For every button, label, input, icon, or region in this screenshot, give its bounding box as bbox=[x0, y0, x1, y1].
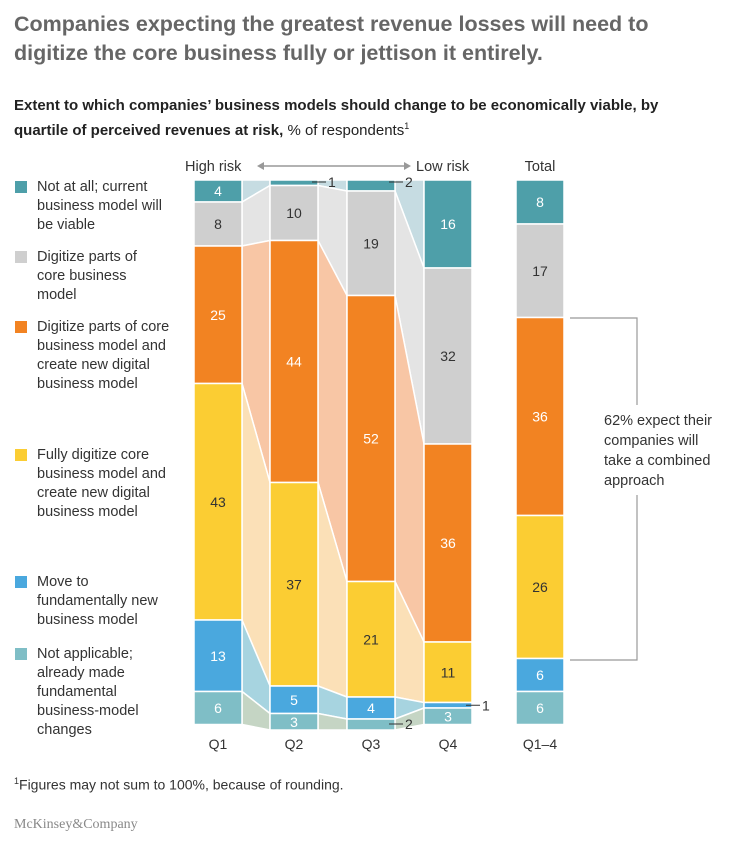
data-label: 52 bbox=[363, 431, 379, 447]
legend-label: Digitize parts of core business model bbox=[37, 249, 137, 303]
data-label: 16 bbox=[440, 216, 456, 232]
data-label: 4 bbox=[367, 700, 375, 716]
annotation-text: take a combined bbox=[604, 453, 710, 469]
footnote: 1Figures may not sum to 100%, because of… bbox=[14, 776, 344, 793]
x-tick-label: Q1 bbox=[209, 736, 228, 752]
bar-segment bbox=[269, 481, 319, 687]
low-risk-label: Low risk bbox=[416, 159, 470, 175]
arrow-left-icon bbox=[257, 162, 264, 170]
legend-item: Digitize parts of core business model an… bbox=[15, 318, 177, 394]
bar-segment bbox=[515, 690, 565, 726]
annotation-text: 62% expect their bbox=[604, 413, 712, 429]
legend-swatch bbox=[15, 576, 27, 588]
data-label: 8 bbox=[214, 216, 222, 232]
bar-segment bbox=[346, 718, 396, 731]
bar-segment bbox=[423, 707, 473, 726]
bar-segment bbox=[515, 316, 565, 517]
data-label: 26 bbox=[532, 579, 548, 595]
data-label: 8 bbox=[536, 194, 544, 210]
data-label: 10 bbox=[286, 205, 302, 221]
data-label: 32 bbox=[440, 348, 456, 364]
footnote-text: Figures may not sum to 100%, because of … bbox=[19, 776, 344, 793]
high-risk-label: High risk bbox=[185, 159, 242, 175]
data-label: 25 bbox=[210, 307, 226, 323]
x-tick-label: Q1–4 bbox=[523, 736, 557, 752]
legend-label: Fully digitize core business model and c… bbox=[37, 447, 166, 520]
legend-item: Move to fundamentally new business model bbox=[15, 573, 167, 630]
bar-segment bbox=[515, 657, 565, 693]
data-label: 1 bbox=[328, 174, 336, 190]
data-label: 2 bbox=[405, 174, 413, 190]
data-label: 5 bbox=[290, 692, 298, 708]
subtitle-footnote-mark: 1 bbox=[404, 121, 410, 131]
bar-segment bbox=[423, 701, 473, 709]
annotation-text: companies will bbox=[604, 433, 698, 449]
data-label: 17 bbox=[532, 263, 548, 279]
legend-swatch bbox=[15, 648, 27, 660]
x-tick-label: Q2 bbox=[285, 736, 304, 752]
chart-subtitle: Extent to which companies’ business mode… bbox=[14, 96, 714, 141]
annotation-bg bbox=[595, 405, 715, 495]
bar-segment bbox=[269, 685, 319, 715]
logo: McKinsey&Company bbox=[14, 817, 138, 832]
data-label: 43 bbox=[210, 494, 226, 510]
bar-segment bbox=[346, 179, 396, 192]
data-label: 3 bbox=[290, 714, 298, 730]
data-label: 21 bbox=[363, 631, 379, 647]
data-label: 2 bbox=[405, 716, 413, 732]
bar-segment bbox=[269, 239, 319, 484]
legend-label: Digitize parts of core business model an… bbox=[37, 319, 170, 392]
legend-label: Not at all; current business model will … bbox=[37, 179, 162, 233]
bar-segment bbox=[423, 641, 473, 704]
bar-segment bbox=[346, 294, 396, 583]
legend-swatch bbox=[15, 251, 27, 263]
legend-item: Fully digitize core business model and c… bbox=[15, 446, 177, 522]
data-label: 3 bbox=[444, 708, 452, 724]
data-label: 1 bbox=[482, 697, 490, 713]
bar-segment bbox=[423, 179, 473, 269]
bar-segment bbox=[193, 382, 243, 621]
bar-segment bbox=[515, 514, 565, 660]
bar-segment bbox=[193, 245, 243, 385]
legend-label: Move to fundamentally new business model bbox=[37, 574, 158, 628]
legend-label: Not applicable; already made fundamental… bbox=[37, 646, 139, 738]
data-label: 6 bbox=[536, 667, 544, 683]
data-label: 44 bbox=[286, 354, 302, 370]
legend-swatch bbox=[15, 449, 27, 461]
legend-swatch bbox=[15, 181, 27, 193]
x-tick-label: Q3 bbox=[362, 736, 381, 752]
subtitle-unit: % of respondents bbox=[283, 122, 405, 139]
data-label: 37 bbox=[286, 576, 302, 592]
bar-segment bbox=[269, 712, 319, 731]
bar-segment bbox=[193, 619, 243, 693]
data-label: 13 bbox=[210, 648, 226, 664]
footnote-mark: 1 bbox=[14, 776, 20, 786]
chart-title: Companies expecting the greatest revenue… bbox=[14, 12, 649, 65]
data-label: 11 bbox=[441, 664, 456, 680]
subtitle-bold: Extent to which companies’ business mode… bbox=[14, 97, 659, 139]
data-label: 6 bbox=[214, 700, 222, 716]
bar-segment bbox=[193, 690, 243, 726]
legend-swatch bbox=[15, 321, 27, 333]
total-label: Total bbox=[525, 159, 556, 175]
x-tick-label: Q4 bbox=[439, 736, 458, 752]
data-label: 36 bbox=[440, 535, 456, 551]
arrow-right-icon bbox=[404, 162, 411, 170]
annotation-text: approach bbox=[604, 473, 664, 489]
legend-item: Digitize parts of core business model bbox=[15, 248, 167, 305]
data-label: 4 bbox=[214, 183, 222, 199]
data-label: 19 bbox=[363, 235, 379, 251]
bar-segment bbox=[346, 190, 396, 297]
bar-segment bbox=[269, 179, 319, 187]
legend-item: Not applicable; already made fundamental… bbox=[15, 645, 167, 740]
data-label: 6 bbox=[536, 700, 544, 716]
data-label: 36 bbox=[532, 409, 548, 425]
bar-segment bbox=[515, 179, 565, 225]
legend-item: Not at all; current business model will … bbox=[15, 178, 177, 235]
bar-segment bbox=[423, 443, 473, 643]
